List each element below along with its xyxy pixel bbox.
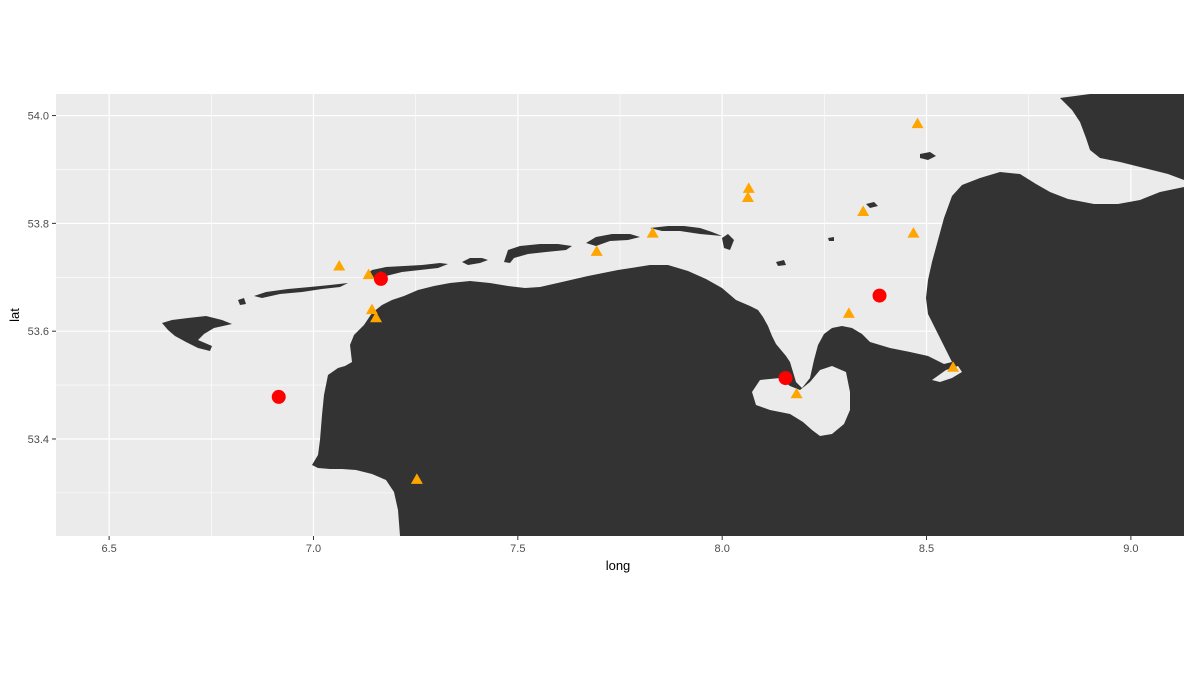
island-small-2 <box>828 237 834 241</box>
northeast-coast <box>1060 94 1184 180</box>
y-axis-ticks: 53.4 53.6 53.8 54.0 <box>28 111 56 446</box>
triangle-point <box>590 245 603 256</box>
triangle-point <box>790 387 803 399</box>
triangle-point <box>742 182 755 193</box>
x-tick-label: 8.0 <box>715 543 730 555</box>
triangle-point <box>842 307 855 318</box>
y-tick-label: 54.0 <box>28 111 49 123</box>
island-memmert <box>238 298 246 305</box>
island-minsener-oog <box>722 234 734 250</box>
island-neuwerk <box>920 152 936 160</box>
circle-point <box>872 288 887 303</box>
circle-point <box>373 271 388 286</box>
triangle-point <box>947 361 960 372</box>
land-layer <box>162 94 1184 536</box>
circle-point <box>271 389 286 404</box>
triangle-point <box>370 311 383 323</box>
y-tick-label: 53.6 <box>28 326 49 338</box>
x-tick-label: 9.0 <box>1123 543 1138 555</box>
x-tick-label: 8.5 <box>919 543 934 555</box>
island-borkum <box>162 316 232 351</box>
triangle-point <box>410 473 423 484</box>
island-langeoog <box>504 244 572 263</box>
island-spiekeroog <box>586 234 640 246</box>
mainland-coast <box>312 172 1184 536</box>
island-wangerooge <box>650 226 722 236</box>
x-tick-label: 7.0 <box>306 543 321 555</box>
y-tick-label: 53.8 <box>28 218 49 230</box>
triangle-point <box>857 205 870 217</box>
island-baltrum <box>462 258 488 265</box>
x-axis-ticks: 6.5 7.0 7.5 8.0 8.5 9.0 <box>101 536 1139 555</box>
circle-points <box>271 271 887 404</box>
triangle-point <box>365 303 378 315</box>
x-tick-label: 7.5 <box>510 543 525 555</box>
circle-point <box>778 371 793 386</box>
triangle-point <box>333 259 346 271</box>
island-juist <box>254 283 348 298</box>
triangle-point <box>362 268 375 280</box>
y-axis-title: lat <box>7 308 22 322</box>
y-tick-label: 53.4 <box>28 434 49 446</box>
triangle-point <box>911 117 924 129</box>
triangle-point <box>741 191 754 202</box>
island-scharhoern <box>866 202 878 208</box>
x-axis-title: long <box>606 558 631 573</box>
x-tick-label: 6.5 <box>101 543 116 555</box>
triangle-point <box>907 227 920 238</box>
bay-cutout <box>752 366 850 436</box>
island-small-1 <box>776 260 786 266</box>
triangle-point <box>646 227 659 238</box>
